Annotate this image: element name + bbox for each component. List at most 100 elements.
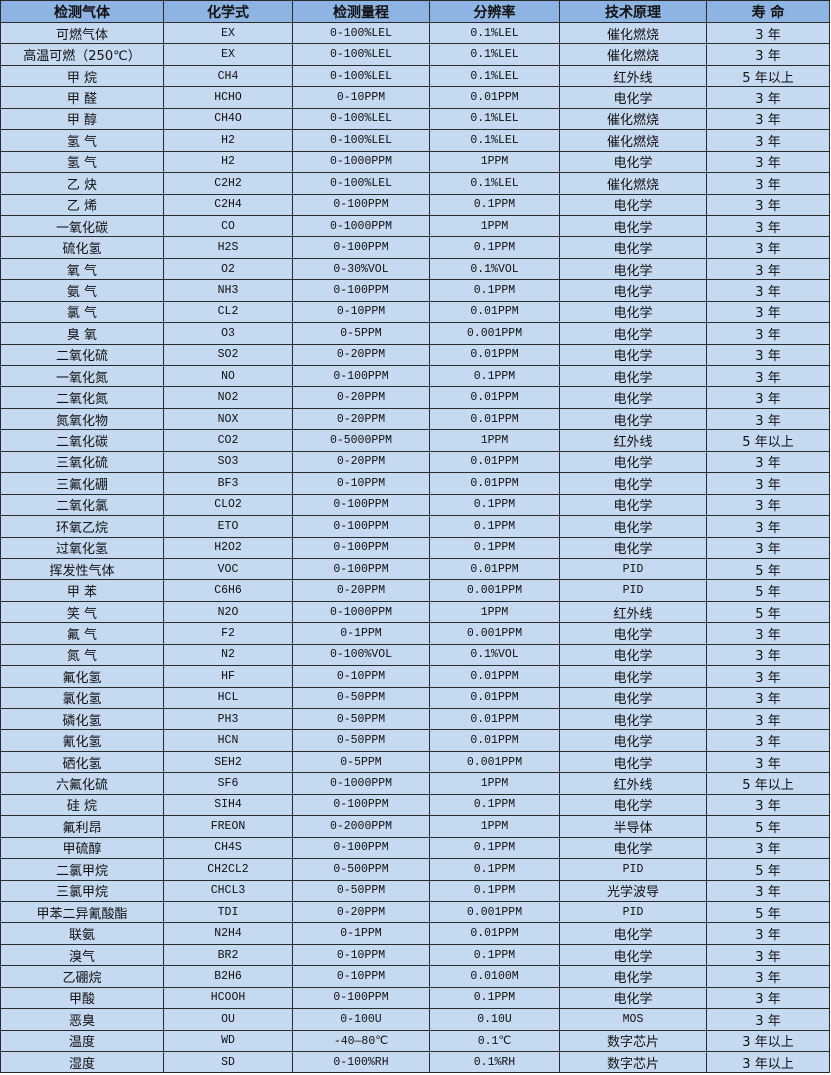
table-row: 氯 气 CL2 0-10PPM 0.01PPM 电化学 3 年 <box>0 300 830 324</box>
formula-cell: SIH4 <box>163 793 293 817</box>
resolution-cell: 0.1%LEL <box>429 172 560 195</box>
range-cell: 0-50PPM <box>292 729 430 752</box>
resolution-cell: 0.1PPM <box>429 193 560 216</box>
range-cell: 0-10PPM <box>292 943 430 967</box>
table-row: 三氯甲烷 CHCL3 0-50PPM 0.1PPM 光学波导 3 年 <box>0 879 830 902</box>
gas-cell: 氯 气 <box>0 300 164 324</box>
gas-cell: 三氯甲烷 <box>0 879 164 902</box>
principle-cell: 电化学 <box>559 472 707 495</box>
lifespan-cell: 3 年 <box>706 172 830 195</box>
table-row: 可燃气体 EX 0-100%LEL 0.1%LEL 催化燃烧 3 年 <box>0 21 830 45</box>
range-cell: 0-20PPM <box>292 579 430 602</box>
resolution-cell: 1PPM <box>429 214 560 238</box>
gas-cell: 湿度 <box>0 1050 164 1074</box>
resolution-cell: 1PPM <box>429 429 560 452</box>
principle-cell: 电化学 <box>559 257 707 281</box>
gas-cell: 硫化氢 <box>0 236 164 259</box>
lifespan-cell: 3 年 <box>706 515 830 538</box>
lifespan-cell: 3 年 <box>706 643 830 667</box>
table-row: 乙硼烷 B2H6 0-10PPM 0.0100M 电化学 3 年 <box>0 965 830 988</box>
lifespan-cell: 3 年 <box>706 686 830 710</box>
principle-cell: PID <box>559 900 707 924</box>
lifespan-cell: 3 年 <box>706 300 830 324</box>
resolution-cell: 0.001PPM <box>429 622 560 645</box>
gas-cell: 一氧化氮 <box>0 364 164 388</box>
table-row: 联氨 N2H4 0-1PPM 0.01PPM 电化学 3 年 <box>0 922 830 945</box>
principle-cell: 电化学 <box>559 236 707 259</box>
gas-cell: 氯化氢 <box>0 686 164 710</box>
table-row: 氟利昂 FREON 0-2000PPM 1PPM 半导体 5 年 <box>0 815 830 838</box>
lifespan-cell: 3 年 <box>706 622 830 645</box>
range-cell: 0-20PPM <box>292 343 430 367</box>
formula-cell: HCOOH <box>163 986 293 1010</box>
range-cell: 0-100%VOL <box>292 643 430 667</box>
range-cell: 0-100%LEL <box>292 107 430 131</box>
range-cell: 0-100PPM <box>292 986 430 1010</box>
table-row: 氧 气 O2 0-30%VOL 0.1%VOL 电化学 3 年 <box>0 257 830 281</box>
table-row: 二氧化碳 CO2 0-5000PPM 1PPM 红外线 5 年以上 <box>0 429 830 452</box>
principle-cell: 电化学 <box>559 986 707 1010</box>
range-cell: 0-30%VOL <box>292 257 430 281</box>
lifespan-cell: 3 年 <box>706 236 830 259</box>
range-cell: 0-50PPM <box>292 879 430 902</box>
gas-cell: 甲 苯 <box>0 579 164 602</box>
lifespan-cell: 3 年 <box>706 193 830 216</box>
principle-cell: MOS <box>559 1008 707 1031</box>
principle-cell: 电化学 <box>559 407 707 431</box>
formula-cell: BR2 <box>163 943 293 967</box>
resolution-cell: 0.1%LEL <box>429 43 560 66</box>
gas-cell: 氧 气 <box>0 257 164 281</box>
lifespan-cell: 3 年 <box>706 407 830 431</box>
lifespan-cell: 3 年 <box>706 536 830 559</box>
lifespan-cell: 3 年 <box>706 965 830 988</box>
range-cell: 0-1000PPM <box>292 772 430 795</box>
formula-cell: SF6 <box>163 772 293 795</box>
principle-cell: 电化学 <box>559 729 707 752</box>
table-row: 一氧化氮 NO 0-100PPM 0.1PPM 电化学 3 年 <box>0 364 830 388</box>
principle-cell: 催化燃烧 <box>559 107 707 131</box>
gas-cell: 氮氧化物 <box>0 407 164 431</box>
resolution-cell: 0.01PPM <box>429 300 560 324</box>
table-row: 三氟化硼 BF3 0-10PPM 0.01PPM 电化学 3 年 <box>0 472 830 495</box>
principle-cell: 电化学 <box>559 793 707 817</box>
principle-cell: 电化学 <box>559 965 707 988</box>
gas-cell: 温度 <box>0 1029 164 1053</box>
range-cell: 0-20PPM <box>292 386 430 409</box>
table-row: 硅 烷 SIH4 0-100PPM 0.1PPM 电化学 3 年 <box>0 793 830 817</box>
header-range: 检测量程 <box>292 0 430 23</box>
table-row: 氟 气 F2 0-1PPM 0.001PPM 电化学 3 年 <box>0 622 830 645</box>
formula-cell: B2H6 <box>163 965 293 988</box>
formula-cell: CLO2 <box>163 493 293 517</box>
principle-cell: 催化燃烧 <box>559 129 707 152</box>
principle-cell: 电化学 <box>559 450 707 474</box>
resolution-cell: 0.001PPM <box>429 900 560 924</box>
gas-cell: 二氧化硫 <box>0 343 164 367</box>
table-row: 氮氧化物 NOX 0-20PPM 0.01PPM 电化学 3 年 <box>0 407 830 431</box>
principle-cell: 光学波导 <box>559 879 707 902</box>
range-cell: 0-10PPM <box>292 472 430 495</box>
resolution-cell: 0.1%LEL <box>429 107 560 131</box>
formula-cell: BF3 <box>163 472 293 495</box>
range-cell: 0-500PPM <box>292 858 430 881</box>
formula-cell: H2 <box>163 129 293 152</box>
principle-cell: 电化学 <box>559 836 707 860</box>
formula-cell: EX <box>163 21 293 45</box>
table-row: 温度 WD -40—80℃ 0.1℃ 数字芯片 3 年以上 <box>0 1029 830 1053</box>
table-row: 氰化氢 HCN 0-50PPM 0.01PPM 电化学 3 年 <box>0 729 830 752</box>
principle-cell: PID <box>559 579 707 602</box>
principle-cell: 电化学 <box>559 193 707 216</box>
lifespan-cell: 3 年 <box>706 257 830 281</box>
lifespan-cell: 3 年 <box>706 150 830 174</box>
range-cell: 0-2000PPM <box>292 815 430 838</box>
gas-cell: 挥发性气体 <box>0 557 164 581</box>
lifespan-cell: 3 年 <box>706 43 830 66</box>
lifespan-cell: 5 年 <box>706 815 830 838</box>
formula-cell: H2 <box>163 150 293 174</box>
formula-cell: CH2CL2 <box>163 858 293 881</box>
formula-cell: O3 <box>163 322 293 345</box>
resolution-cell: 0.01PPM <box>429 707 560 731</box>
resolution-cell: 0.1PPM <box>429 364 560 388</box>
table-row: 溴气 BR2 0-10PPM 0.1PPM 电化学 3 年 <box>0 943 830 967</box>
lifespan-cell: 3 年 <box>706 214 830 238</box>
range-cell: 0-100%LEL <box>292 21 430 45</box>
